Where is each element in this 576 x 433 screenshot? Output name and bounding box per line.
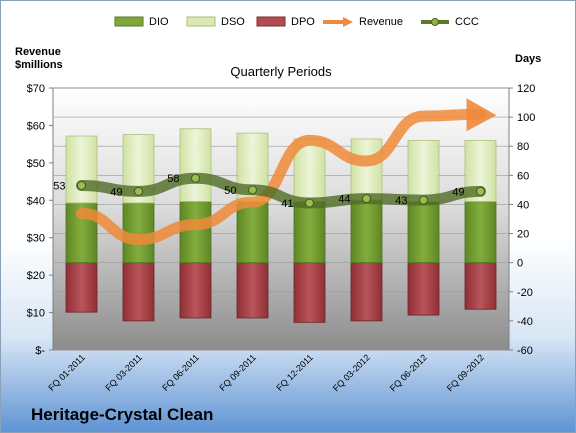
- left-tick-label: $60: [27, 120, 45, 132]
- legend-label-dpo: DPO: [291, 16, 315, 28]
- right-tick-label: -20: [517, 287, 533, 299]
- bar-dio: [293, 201, 326, 264]
- bar-dso: [65, 135, 98, 204]
- right-tick-label: 80: [517, 141, 529, 153]
- ccc-data-label: 49: [110, 186, 122, 198]
- x-tick-label: FQ 01-2011: [46, 352, 87, 393]
- ccc-data-label: 41: [281, 198, 293, 210]
- ccc-data-label: 43: [395, 195, 407, 207]
- x-tick-label: FQ 09-2012: [445, 352, 486, 393]
- bar-dpo: [236, 262, 269, 319]
- bar-dio: [464, 201, 497, 264]
- ccc-data-label: 58: [167, 173, 179, 185]
- bar-dso: [350, 138, 383, 201]
- ccc-point: [419, 195, 428, 205]
- bar-dpo: [65, 262, 98, 313]
- legend-label-dio: DIO: [149, 16, 169, 28]
- left-tick-label: $20: [27, 270, 45, 282]
- bar-dio: [350, 199, 383, 264]
- ccc-data-label: 53: [53, 181, 65, 193]
- ccc-point: [191, 173, 200, 183]
- x-tick-label: FQ 06-2011: [160, 352, 201, 393]
- legend-label-dso: DSO: [221, 16, 245, 28]
- ccc-point: [362, 194, 371, 204]
- right-tick-label: 40: [517, 199, 529, 211]
- ccc-data-label: 44: [338, 194, 350, 206]
- ccc-point: [248, 185, 257, 195]
- legend-label-revenue: Revenue: [359, 16, 404, 28]
- company-name: Heritage-Crystal Clean: [31, 405, 214, 424]
- bar-dpo: [407, 262, 440, 316]
- bar-dio: [236, 201, 269, 264]
- legend-label-ccc: CCC: [455, 16, 479, 28]
- bar-dso: [179, 128, 212, 202]
- bar-dpo: [464, 262, 497, 310]
- x-tick-label: FQ 09-2011: [217, 352, 258, 393]
- ccc-point: [476, 186, 485, 196]
- left-axis-title-line1: Revenue: [15, 46, 61, 58]
- right-axis-title: Days: [515, 53, 542, 65]
- ccc-point: [305, 198, 314, 208]
- right-tick-label: 100: [517, 112, 535, 124]
- left-tick-label: $10: [27, 308, 45, 320]
- bar-dpo: [293, 262, 326, 323]
- left-axis-title: Revenue $millions: [15, 46, 63, 72]
- right-tick-label: -60: [517, 345, 533, 357]
- x-tick-label: FQ 03-2012: [331, 352, 372, 393]
- bar-dpo: [179, 262, 212, 319]
- ccc-data-label: 49: [452, 186, 464, 198]
- revenue-line: [76, 108, 486, 246]
- bar-dpo: [350, 262, 383, 322]
- bar-dpo: [122, 262, 155, 322]
- bar-dio: [407, 201, 440, 264]
- left-tick-label: $70: [27, 83, 45, 95]
- x-tick-label: FQ 06-2012: [388, 352, 429, 393]
- right-tick-label: 20: [517, 229, 529, 241]
- bar-dso: [407, 139, 440, 202]
- right-tick-label: 120: [517, 83, 535, 95]
- revenue-arrowhead: [466, 98, 497, 132]
- ccc-data-label: 50: [224, 185, 236, 197]
- x-tick-label: FQ 12-2011: [274, 352, 315, 393]
- chart-title: Quarterly Periods: [230, 64, 332, 79]
- left-axis-title-line2: $millions: [15, 59, 63, 71]
- left-tick-label: $30: [27, 233, 45, 245]
- bar-dio: [179, 201, 212, 264]
- right-tick-label: -40: [517, 316, 533, 328]
- ccc-point: [77, 181, 86, 191]
- left-tick-label: $-: [35, 345, 45, 357]
- right-tick-label: 60: [517, 170, 529, 182]
- left-tick-label: $40: [27, 195, 45, 207]
- right-tick-label: 0: [517, 258, 523, 270]
- left-tick-label: $50: [27, 158, 45, 170]
- ccc-point: [134, 186, 143, 196]
- plot-area: [52, 87, 510, 351]
- x-tick-label: FQ 03-2011: [103, 352, 144, 393]
